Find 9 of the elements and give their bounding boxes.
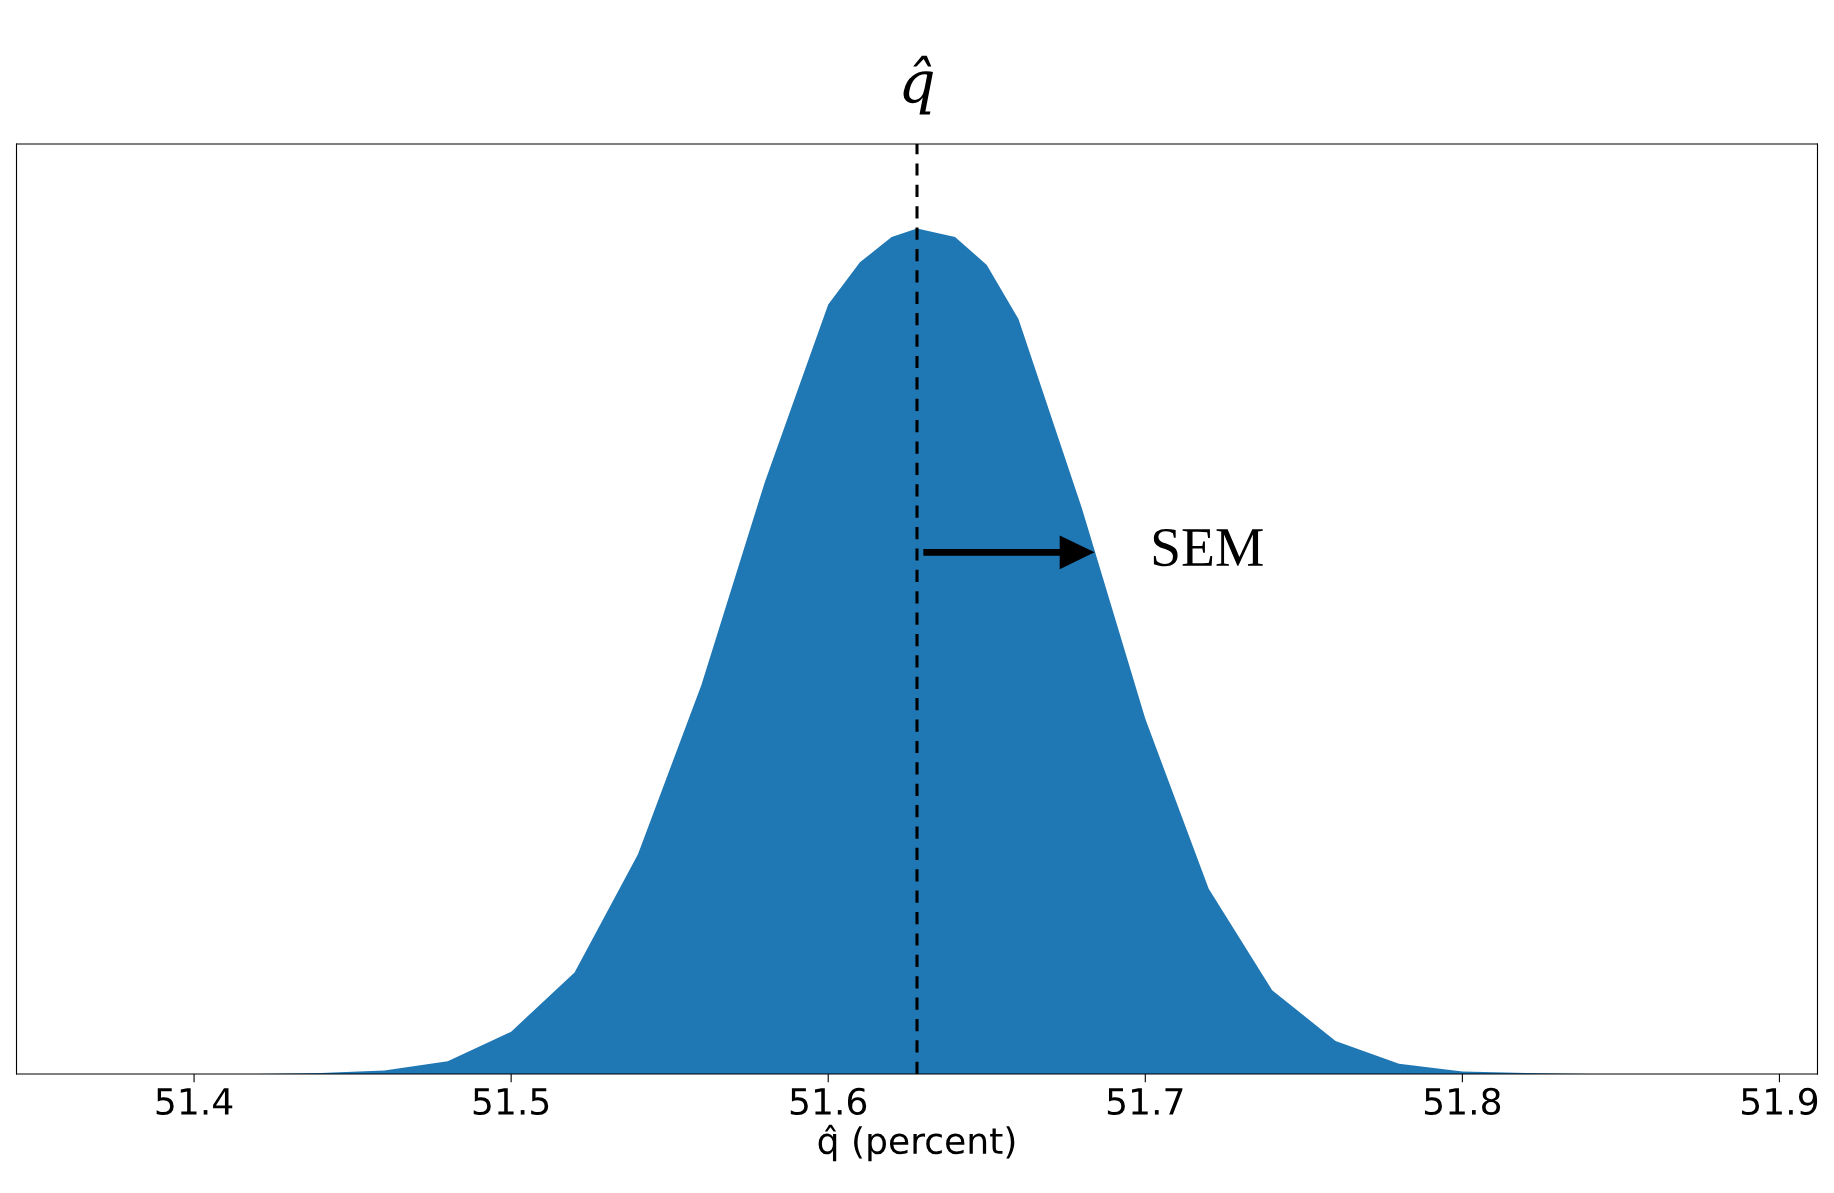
chart-title: q̂ [903, 55, 933, 115]
x-tick-label: 51.4 [156, 1088, 233, 1116]
x-tick-label: 51.7 [1107, 1088, 1183, 1116]
x-tick-label: 51.6 [790, 1087, 867, 1116]
x-tick-label: 51.9 [1742, 1087, 1818, 1116]
x-axis-title: q̂ (percent) [818, 1124, 1015, 1162]
x-tick-label: 51.8 [1424, 1087, 1501, 1116]
annotation: SEM [1153, 528, 1263, 567]
x-tick-label: 51.5 [473, 1088, 549, 1116]
